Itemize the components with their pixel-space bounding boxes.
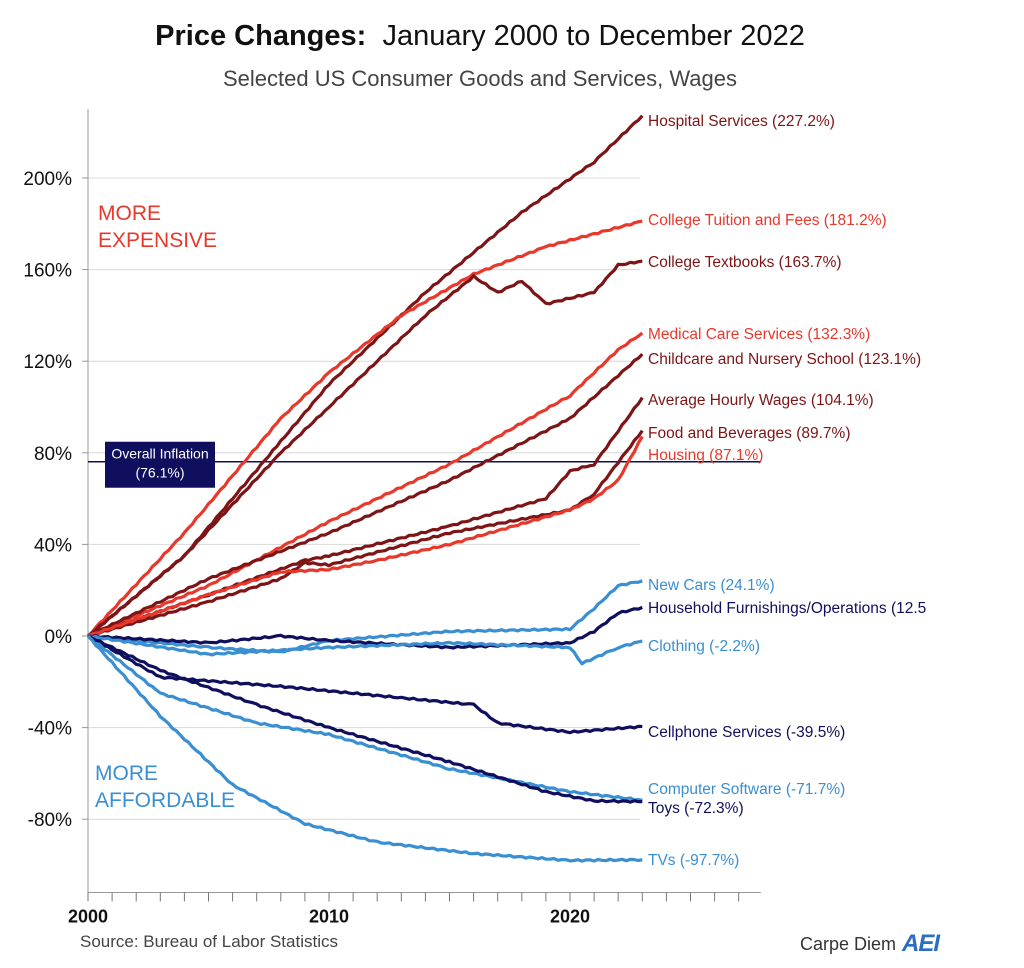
series-label: Household Furnishings/Operations (12.5 bbox=[648, 600, 926, 617]
series-label: College Tuition and Fees (181.2%) bbox=[648, 212, 887, 229]
x-tick-label: 2010 bbox=[309, 906, 349, 926]
series-line bbox=[86, 634, 643, 802]
series-label: TVs (-97.7%) bbox=[648, 852, 739, 869]
series-line bbox=[87, 114, 644, 638]
inflation-label: Overall Inflation bbox=[111, 446, 208, 462]
series-label: Medical Care Services (132.3%) bbox=[648, 326, 870, 343]
series-line bbox=[87, 429, 644, 638]
inflation-box bbox=[105, 441, 215, 488]
title-rest: January 2000 to December 2022 bbox=[382, 20, 805, 52]
y-tick-label: 0% bbox=[45, 627, 73, 648]
series-label: New Cars (24.1%) bbox=[648, 577, 775, 594]
series-line bbox=[87, 634, 643, 666]
series-label: Toys (-72.3%) bbox=[648, 800, 744, 817]
aei-logo: AEI bbox=[902, 930, 940, 957]
y-tick-label: 160% bbox=[23, 261, 72, 282]
series-line bbox=[87, 435, 644, 638]
y-tick-label: 40% bbox=[34, 535, 72, 556]
series-label: Hospital Services (227.2%) bbox=[648, 113, 835, 130]
more-affordable-label: MORE bbox=[95, 762, 158, 785]
series-label: Food and Beverages (89.7%) bbox=[648, 425, 850, 442]
source-note: Source: Bureau of Labor Statistics bbox=[80, 932, 338, 951]
chart-subtitle: Selected US Consumer Goods and Services,… bbox=[223, 66, 737, 91]
series-line bbox=[87, 634, 643, 804]
chart-title: Price Changes: January 2000 to December … bbox=[0, 20, 960, 53]
x-tick-label: 2020 bbox=[550, 906, 590, 926]
brand: Carpe Diem AEI bbox=[800, 930, 940, 958]
more-expensive-label: EXPENSIVE bbox=[98, 229, 217, 252]
brand-text: Carpe Diem bbox=[800, 933, 897, 954]
series-line bbox=[87, 259, 643, 638]
series-line bbox=[87, 634, 643, 735]
series-line bbox=[87, 352, 644, 638]
inflation-label: (76.1%) bbox=[135, 465, 184, 481]
series-label: Clothing (-2.2%) bbox=[648, 638, 760, 655]
series-line bbox=[86, 634, 643, 863]
series-label: College Textbooks (163.7%) bbox=[648, 254, 842, 271]
y-tick-label: -80% bbox=[28, 810, 72, 831]
more-expensive-label: MORE bbox=[98, 202, 161, 225]
series-line bbox=[86, 219, 643, 638]
series-label: Computer Software (-71.7%) bbox=[648, 781, 845, 798]
series-label: Housing (87.1%) bbox=[648, 447, 763, 464]
more-affordable-label: AFFORDABLE bbox=[95, 789, 235, 812]
series-line bbox=[87, 605, 643, 650]
y-tick-label: 80% bbox=[34, 444, 72, 465]
series-line bbox=[87, 331, 644, 638]
series-label: Childcare and Nursery School (123.1%) bbox=[648, 351, 921, 368]
title-bold: Price Changes: bbox=[155, 20, 367, 52]
x-tick-label: 2000 bbox=[68, 906, 108, 926]
series-line bbox=[87, 579, 643, 654]
series-label: Average Hourly Wages (104.1%) bbox=[648, 392, 874, 409]
y-tick-label: 120% bbox=[23, 352, 72, 373]
y-tick-label: -40% bbox=[28, 719, 72, 740]
series-label: Cellphone Services (-39.5%) bbox=[648, 724, 845, 741]
y-tick-label: 200% bbox=[23, 169, 72, 190]
